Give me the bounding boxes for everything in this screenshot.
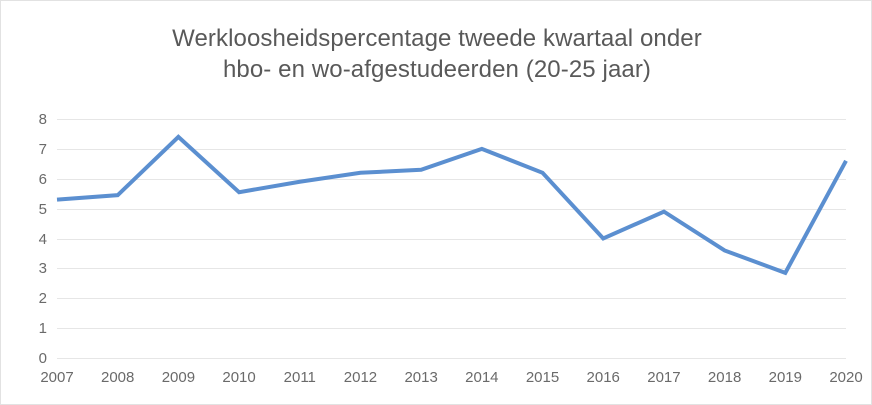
gridline <box>57 178 846 180</box>
gridlines <box>57 119 846 359</box>
x-axis-tick-label: 2007 <box>40 369 74 386</box>
chart-title-line-2: hbo- en wo-afgestudeerden (20-25 jaar) <box>222 56 652 83</box>
x-axis-tick-label: 2008 <box>101 369 135 386</box>
x-axis-tick-label: 2018 <box>707 369 742 386</box>
x-axis-tick-label: 2016 <box>586 369 620 386</box>
x-axis-tick-label: 2010 <box>222 369 256 386</box>
x-axis-tick-label: 2011 <box>283 369 316 386</box>
gridline <box>57 328 846 330</box>
series-line-chart <box>56 134 848 276</box>
y-axis-tick-label: 6 <box>38 170 47 188</box>
x-axis-tick-label: 2015 <box>525 369 560 386</box>
gridline <box>57 208 846 210</box>
y-axis-tick-label: 2 <box>38 290 47 308</box>
y-axis-tick-labels: 8 7 6 5 4 3 2 1 0 <box>1 112 47 366</box>
plot-area <box>56 119 848 359</box>
x-axis-tick-label: 2012 <box>343 369 378 386</box>
x-axis-tick-label: 2017 <box>647 369 681 386</box>
gridline <box>57 238 846 240</box>
y-axis-tick-label: 3 <box>38 260 47 278</box>
chart-title-line-1: Werkloosheidspercentage tweede kwartaal … <box>172 25 702 52</box>
y-axis-tick-label: 7 <box>38 140 47 158</box>
y-axis-tick-label: 0 <box>38 350 47 367</box>
x-axis-tick-label: 2020 <box>829 369 863 386</box>
chart-title: Werkloosheidspercentage tweede kwartaal … <box>1 23 871 85</box>
gridline <box>57 298 846 300</box>
gridline <box>57 119 846 120</box>
y-axis-tick-label: 4 <box>38 230 47 248</box>
data-series-line <box>56 134 848 276</box>
x-axis-tick-label: 2019 <box>768 369 802 386</box>
gridline <box>57 358 846 359</box>
x-axis-tick-label: 2014 <box>465 369 499 386</box>
x-axis-tick-labels: 2007 2008 2009 2010 2011 2012 2013 2014 2015 2016… <box>40 369 862 391</box>
x-axis-tick-label: 2009 <box>161 369 196 386</box>
x-axis-tick-label: 2013 <box>404 369 438 386</box>
gridline <box>57 148 846 150</box>
y-axis-tick-label: 8 <box>38 111 47 128</box>
y-axis-tick-label: 1 <box>38 320 47 338</box>
gridline <box>57 268 846 270</box>
y-axis-tick-label: 5 <box>38 200 47 218</box>
